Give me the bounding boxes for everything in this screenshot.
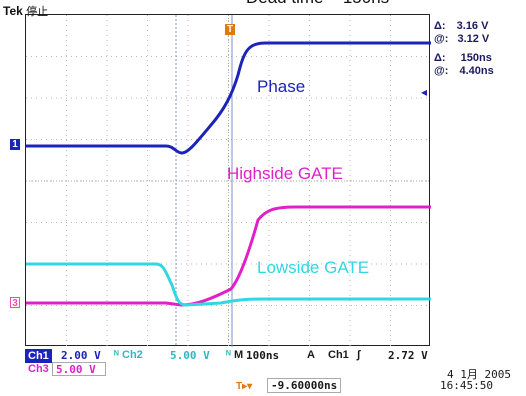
trigger-slope-icon: ∫ — [357, 349, 361, 361]
timebase-value[interactable]: 100ns — [246, 349, 280, 362]
ch2-scale: 5.00 V — [170, 349, 210, 362]
ch3-ground-marker[interactable]: 3 — [10, 297, 20, 309]
timebase-prefix: M — [234, 349, 244, 361]
time-at-readout: @: 4.40ns — [434, 65, 494, 77]
trigger-level[interactable]: 2.72 V — [388, 349, 428, 362]
phase-label: Phase — [257, 77, 306, 96]
voltage-at-readout: @: 3.12 V — [434, 33, 490, 45]
lowside-gate-label: Lowside GATE — [257, 258, 370, 277]
ch3-name[interactable]: Ch3 — [28, 363, 49, 375]
highside-trace — [26, 205, 431, 307]
brand-label: Tek — [3, 4, 23, 18]
trigger-position-marker[interactable]: T — [225, 24, 235, 35]
trigger-level-arrow[interactable]: ◂ — [421, 85, 428, 99]
trigger-mode: A — [307, 349, 315, 361]
time-delta-readout: Δ: 150ns — [434, 52, 492, 64]
ch1-scale: 2.00 V — [61, 349, 101, 362]
bandwidth-limit-icon-2: ᴺ — [226, 349, 231, 361]
date-line: 4 1月 2005 — [447, 368, 511, 381]
horizontal-position-icon: T▸▾ — [236, 381, 253, 392]
scope-status: Tek 停止 — [3, 3, 48, 19]
trigger-source[interactable]: Ch1 — [328, 349, 349, 361]
scope-graticule — [26, 15, 431, 347]
voltage-delta-readout: Δ: 3.16 V — [434, 20, 489, 32]
dead-time-caption: Dead time = 150ns — [246, 0, 389, 8]
horizontal-position[interactable]: -9.60000ns — [267, 378, 342, 393]
acquisition-state: 停止 — [26, 6, 49, 18]
ch3-scale: 5.00 V — [52, 362, 106, 376]
phase-trace — [26, 41, 431, 155]
ch1-ground-marker[interactable]: 1 — [10, 139, 20, 150]
scope-screen — [25, 14, 431, 347]
lowside-trace — [26, 262, 431, 307]
highside-gate-label: Highside GATE — [227, 164, 343, 183]
ch2-name[interactable]: Ch2 — [122, 349, 143, 361]
time-line: 16:45:50 — [440, 379, 493, 392]
ch1-name[interactable]: Ch1 — [25, 349, 52, 363]
bandwidth-limit-icon: ᴺ — [114, 349, 119, 361]
